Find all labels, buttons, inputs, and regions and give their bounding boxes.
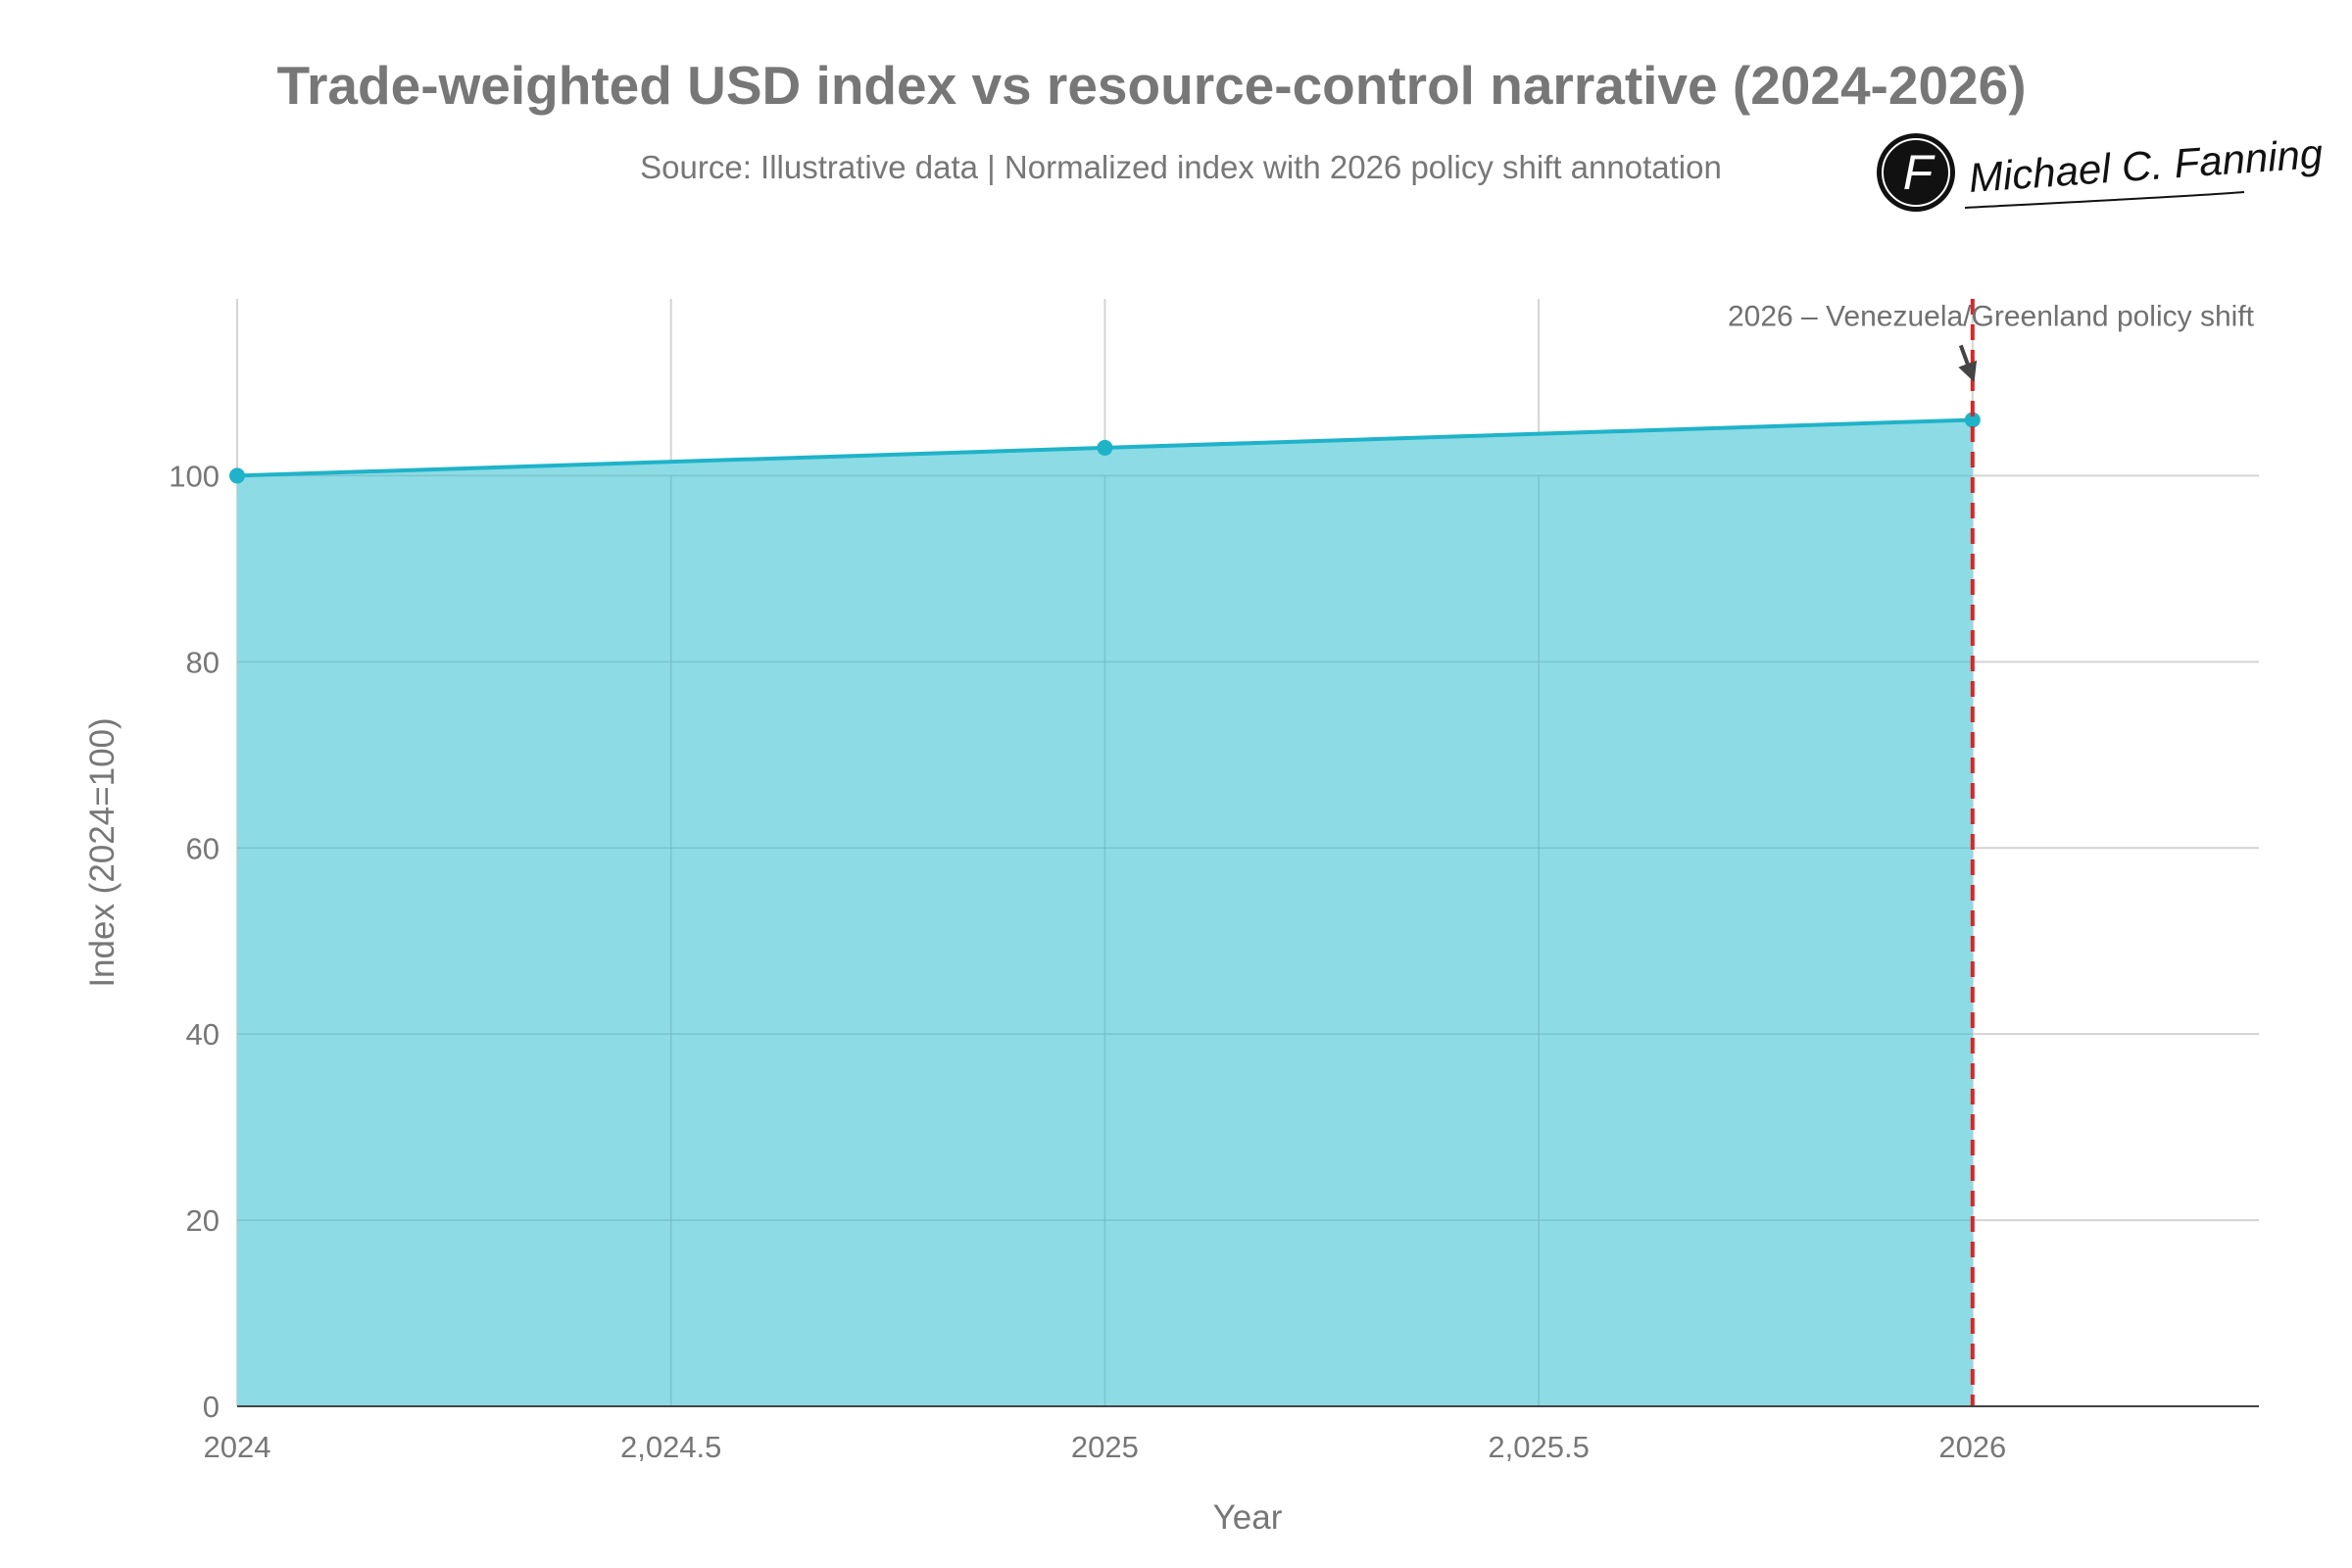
y-tick-label: 20: [186, 1203, 220, 1238]
annotation-text: 2026 – Venezuela/Greenland policy shift: [1728, 300, 2255, 332]
chart-title: Trade-weighted USD index vs resource-con…: [276, 55, 2026, 116]
x-axis-title: Year: [1213, 1498, 1283, 1537]
y-axis-title: Index (2024=100): [83, 717, 122, 987]
data-point: [1964, 412, 1981, 428]
y-tick-label: 80: [186, 645, 220, 679]
x-tick-label: 2,024.5: [620, 1430, 721, 1464]
annotation-arrow: [1958, 344, 1978, 382]
monogram-circle: [1877, 133, 1955, 212]
axes: 0 20 40 60 80 100 2024 2,024.5 2025 2,025.5 2026: [169, 459, 2259, 1464]
signature-text: Michael C. Fanning: [1967, 130, 2324, 201]
chart-subtitle: Source: Illustrative data | Normalized i…: [640, 149, 1722, 185]
annotation: 2026 – Venezuela/Greenland policy shift: [1728, 300, 2255, 382]
data-point: [229, 467, 245, 484]
x-tick-label: 2026: [1938, 1430, 2006, 1464]
data-point: [1097, 439, 1113, 456]
y-tick-label: 0: [203, 1390, 220, 1424]
y-tick-label: 100: [169, 459, 220, 493]
monogram-letter: F: [1903, 145, 1936, 200]
x-tick-label: 2024: [204, 1430, 271, 1464]
x-tick-label: 2,025.5: [1488, 1430, 1589, 1464]
x-tick-label: 2025: [1071, 1430, 1139, 1464]
plot-area: [229, 299, 1981, 1406]
y-tick-label: 60: [186, 831, 220, 865]
signature-logo: F Michael C. Fanning: [1877, 130, 2325, 212]
y-tick-label: 40: [186, 1017, 220, 1052]
